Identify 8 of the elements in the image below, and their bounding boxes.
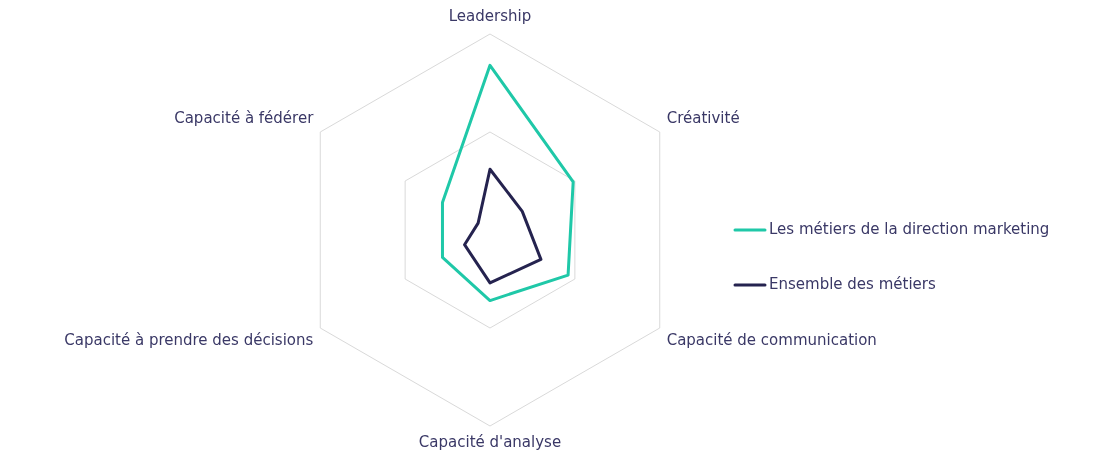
spoke-label: Capacité à fédérer [174,108,315,127]
spoke-label: Leadership [448,6,532,25]
spoke-label: Créativité [666,108,740,127]
spoke-label: Capacité à prendre des décisions [64,330,314,349]
legend-label: Ensemble des métiers [769,274,936,293]
spoke-label: Capacité d'analyse [418,432,562,451]
spoke-label: Capacité de communication [666,330,877,349]
legend-label: Les métiers de la direction marketing [769,219,1050,238]
